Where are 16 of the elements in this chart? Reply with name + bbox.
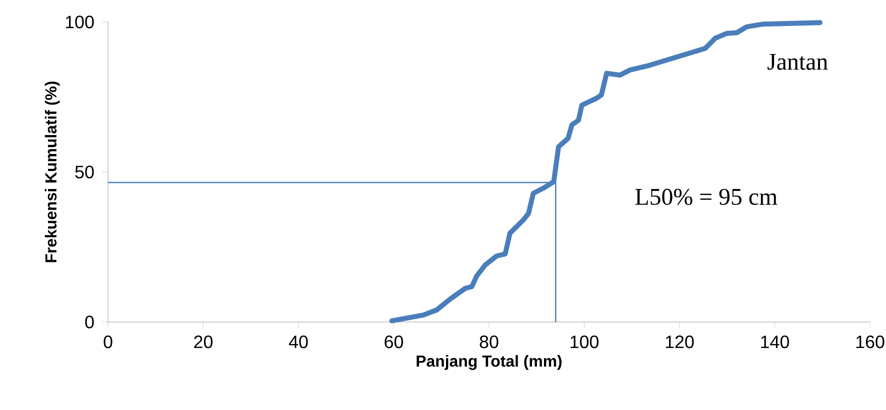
x-tick-label: 80 bbox=[480, 336, 498, 348]
annotation: Jantan bbox=[768, 54, 828, 70]
x-tick-label: 160 bbox=[856, 336, 884, 348]
y-tick-label: 50 bbox=[75, 166, 94, 178]
x-tick-label: 40 bbox=[288, 336, 308, 348]
x-tick-label: 140 bbox=[761, 336, 790, 348]
x-tick-label: 20 bbox=[194, 336, 213, 348]
y-tick-label: 0 bbox=[85, 316, 94, 328]
x-tick-label: 100 bbox=[570, 336, 599, 348]
y-axis-title: Frekuensi Kumulatif (%) bbox=[44, 82, 60, 262]
x-tick-label: 120 bbox=[666, 336, 694, 348]
x-tick-label: 0 bbox=[104, 336, 112, 348]
x-axis-title: Panjang Total (mm) bbox=[416, 355, 562, 370]
y-tick-label: 100 bbox=[66, 16, 94, 28]
annotation: L50% = 95 cm bbox=[635, 188, 778, 205]
x-tick-label: 60 bbox=[384, 336, 404, 348]
